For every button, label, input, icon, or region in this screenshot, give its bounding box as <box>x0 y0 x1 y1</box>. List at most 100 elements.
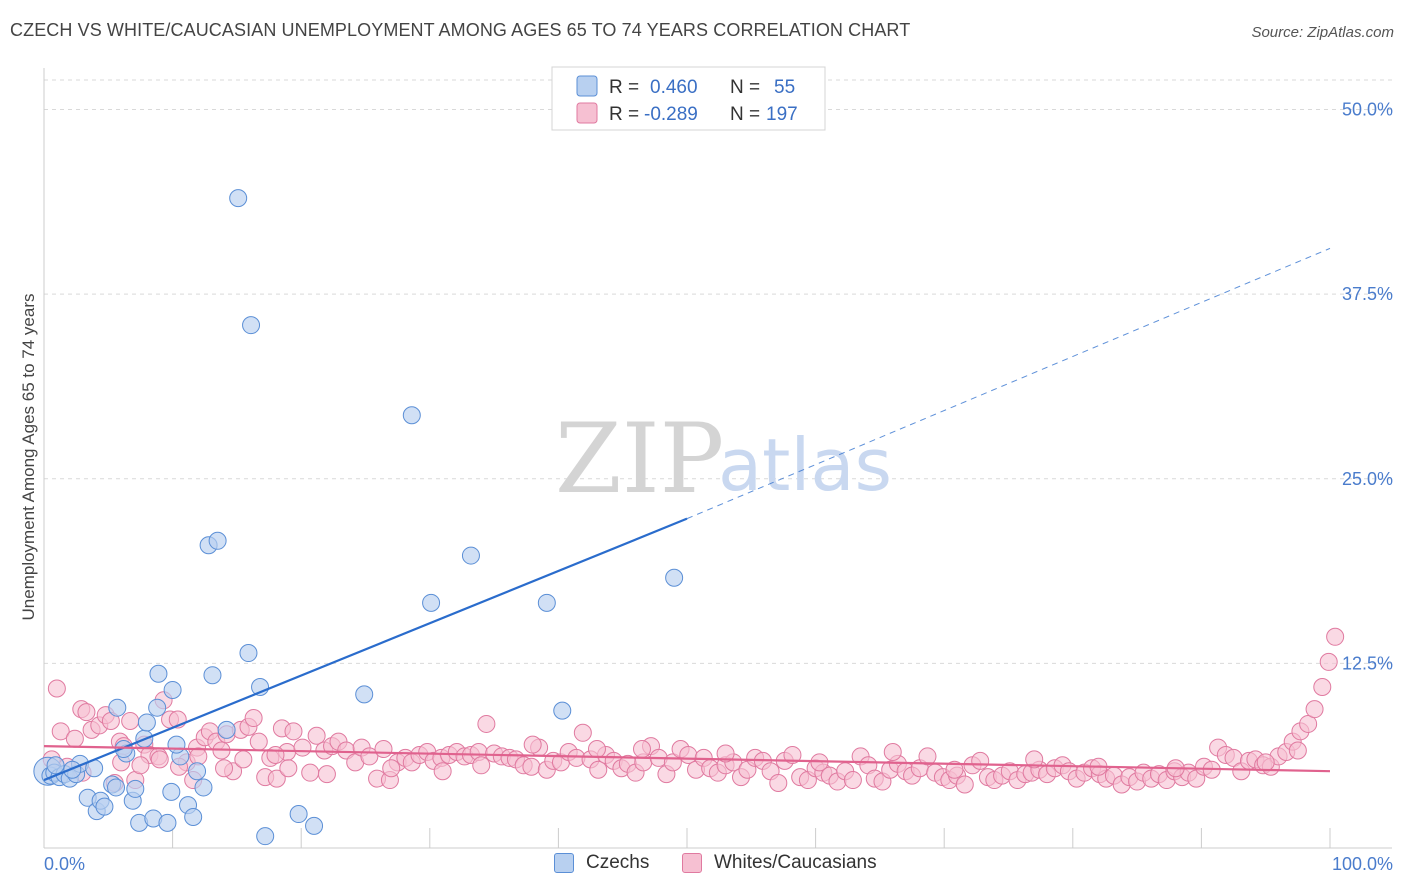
point-czechs <box>95 797 114 816</box>
point-czechs <box>184 807 203 826</box>
point-czechs <box>217 720 236 739</box>
legend-swatch-czechs <box>576 75 598 97</box>
point-whites <box>1313 678 1332 697</box>
point-whites <box>244 709 263 728</box>
point-whites <box>131 756 150 775</box>
point-czechs <box>203 666 222 685</box>
point-whites <box>65 729 84 748</box>
point-czechs <box>537 593 556 612</box>
legend-n-label-whites: N = <box>730 104 760 125</box>
legend-n-value-czechs: 55 <box>774 77 795 98</box>
point-whites <box>1326 627 1345 646</box>
y-tick-label: 37.5% <box>1342 284 1393 304</box>
y-axis-label: Unemployment Among Ages 65 to 74 years <box>19 294 38 621</box>
point-czechs <box>422 593 441 612</box>
legend-n-value-whites: 197 <box>766 104 798 125</box>
legend-r-label-whites: R = <box>609 104 639 125</box>
point-czechs <box>194 778 213 797</box>
point-whites <box>589 760 608 779</box>
point-whites <box>234 750 253 769</box>
watermark-atlas: atlas <box>718 423 892 507</box>
y-tick-label: 12.5% <box>1342 653 1393 673</box>
legend-swatch-whites-bottom <box>682 853 702 873</box>
legend-r-value-whites: -0.289 <box>644 104 698 125</box>
legend-top: R = 0.460 N = 55 R = -0.289 N = 197 <box>551 66 826 131</box>
point-whites <box>472 756 491 775</box>
point-whites <box>279 759 298 778</box>
point-whites <box>1256 753 1275 772</box>
point-czechs <box>188 762 207 781</box>
trendline-czechs-extension <box>686 247 1331 520</box>
point-czechs <box>137 713 156 732</box>
point-whites <box>249 732 268 751</box>
point-whites <box>121 711 140 730</box>
point-czechs <box>256 827 275 846</box>
point-whites <box>307 726 326 745</box>
legend-item-czechs: Czechs <box>554 852 649 874</box>
point-whites <box>522 757 541 776</box>
legend-label-whites: Whites/Caucasians <box>714 852 877 873</box>
point-whites <box>301 763 320 782</box>
point-whites <box>317 765 336 784</box>
point-whites <box>523 735 542 754</box>
point-whites <box>783 745 802 764</box>
point-czechs <box>461 546 480 565</box>
point-czechs <box>46 756 65 775</box>
point-czechs <box>148 698 167 717</box>
point-whites <box>267 769 286 788</box>
point-czechs <box>553 701 572 720</box>
point-czechs <box>665 568 684 587</box>
x-tick-label: 100.0% <box>1332 854 1393 874</box>
point-whites <box>215 759 234 778</box>
point-whites <box>918 747 937 766</box>
point-czechs <box>107 778 126 797</box>
point-czechs <box>239 644 258 663</box>
legend-r-value-czechs: 0.460 <box>650 77 698 98</box>
point-whites <box>47 679 66 698</box>
point-whites <box>374 740 393 759</box>
legend-label-czechs: Czechs <box>586 852 650 873</box>
point-czechs <box>126 779 145 798</box>
y-tick-label: 25.0% <box>1342 469 1393 489</box>
point-whites <box>632 740 651 759</box>
point-czechs <box>229 189 248 208</box>
point-whites <box>955 775 974 794</box>
legend-bottom: Czechs Whites/Caucasians <box>0 852 1406 882</box>
x-tick-label: 0.0% <box>44 854 85 874</box>
point-whites <box>266 745 285 764</box>
source-label: Source: ZipAtlas.com <box>1251 24 1394 41</box>
point-whites <box>477 714 496 733</box>
point-czechs <box>162 782 181 801</box>
point-whites <box>284 722 303 741</box>
legend-item-whites: Whites/Caucasians <box>682 852 877 874</box>
point-whites <box>1305 700 1324 719</box>
point-whites <box>1025 750 1044 769</box>
point-czechs <box>402 406 421 425</box>
point-whites <box>573 723 592 742</box>
point-whites <box>150 750 169 769</box>
point-whites <box>843 771 862 790</box>
legend-r-label-czechs: R = <box>609 77 639 98</box>
point-whites <box>1288 741 1307 760</box>
point-czechs <box>242 316 261 335</box>
chart-title: CZECH VS WHITE/CAUCASIAN UNEMPLOYMENT AM… <box>10 20 911 40</box>
watermark: ZIP atlas <box>555 403 892 515</box>
point-czechs <box>167 735 186 754</box>
point-czechs <box>108 698 127 717</box>
point-whites <box>1319 652 1338 671</box>
point-whites <box>769 774 788 793</box>
trendline-whites <box>43 744 1331 773</box>
watermark-zip: ZIP <box>555 403 724 515</box>
point-whites <box>971 751 990 770</box>
point-czechs <box>163 680 182 699</box>
point-whites <box>293 738 312 757</box>
point-czechs <box>355 685 374 704</box>
point-czechs <box>158 813 177 832</box>
point-whites <box>945 760 964 779</box>
legend-swatch-whites <box>576 102 598 124</box>
point-whites <box>883 743 902 761</box>
point-czechs <box>208 531 227 550</box>
trendline-czechs <box>43 517 688 782</box>
point-whites <box>382 759 401 778</box>
